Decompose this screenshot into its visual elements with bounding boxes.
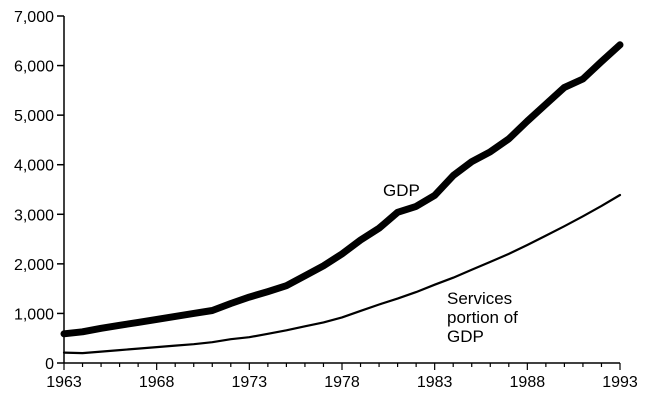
y-tick-label: 6,000 — [14, 59, 54, 76]
y-tick-label: 4,000 — [14, 158, 54, 175]
x-tick-label: 1993 — [602, 374, 638, 391]
series-lines — [60, 41, 624, 355]
services-label: GDP — [447, 327, 484, 346]
y-tick-label: 1,000 — [14, 306, 54, 323]
x-tick-label: 1983 — [417, 374, 453, 391]
services-label: portion of — [447, 308, 518, 327]
gdp-label: GDP — [383, 181, 420, 200]
x-tick-label: 1988 — [510, 374, 546, 391]
y-tick-label: 5,000 — [14, 108, 54, 125]
services-line — [62, 193, 622, 355]
x-tick-label: 1973 — [232, 374, 268, 391]
y-tick-label: 0 — [45, 356, 54, 373]
axes: 0 1,000 2,000 3,000 4,000 5,000 6,000 7,000 196… — [14, 9, 638, 391]
gdp-line — [60, 41, 624, 338]
services-label: Services — [447, 289, 512, 308]
x-tick-label: 1963 — [46, 374, 82, 391]
y-tick-label: 2,000 — [14, 257, 54, 274]
x-tick-label: 1968 — [139, 374, 175, 391]
y-tick-label: 3,000 — [14, 207, 54, 224]
x-tick-label: 1978 — [324, 374, 360, 391]
y-tick-label: 7,000 — [14, 9, 54, 26]
y-axis-ticks: 0 1,000 2,000 3,000 4,000 5,000 6,000 7,000 — [14, 9, 64, 373]
x-axis-ticks: 1963 1968 1973 1978 1983 1988 1993 — [46, 363, 638, 391]
